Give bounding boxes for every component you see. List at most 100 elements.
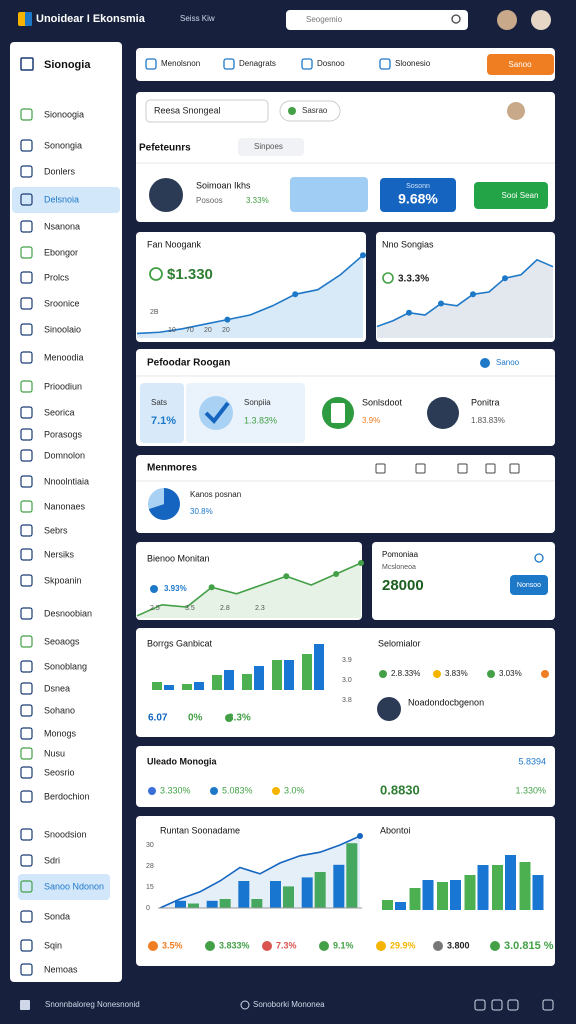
area	[137, 255, 363, 338]
sidebar-item[interactable]: Nsanona	[44, 221, 80, 231]
stat-label: 3.800	[447, 940, 470, 950]
bar	[206, 900, 218, 908]
axis-label: 2.3	[255, 605, 265, 612]
toolbar-icon[interactable]	[457, 463, 468, 474]
legend-dot	[487, 670, 495, 678]
green-button[interactable]	[474, 182, 548, 209]
sidebar-item[interactable]: Sqin	[44, 940, 62, 950]
axis-label: 30	[146, 842, 154, 849]
area	[137, 563, 361, 618]
stat-label: 29.9%	[390, 940, 416, 950]
sidebar-title: Sionogia	[44, 59, 91, 71]
toolbar-icon[interactable]	[375, 463, 386, 474]
footer-icon[interactable]	[474, 999, 486, 1011]
bar	[284, 660, 294, 690]
sidebar-item[interactable]: Nanonaes	[44, 501, 86, 511]
sidebar-item[interactable]: Seorica	[44, 407, 75, 417]
sidebar-item[interactable]: Dsnea	[44, 683, 70, 693]
sidebar-item[interactable]: Menoodia	[44, 352, 84, 362]
line	[159, 835, 361, 909]
sidebar-item[interactable]: Nersiks	[44, 549, 75, 559]
chart-value: $1.330	[167, 266, 213, 283]
sidebar-item[interactable]: Sanoo Ndonon	[44, 881, 104, 891]
sidebar-item[interactable]: Nusu	[44, 748, 65, 758]
sidebar-item[interactable]: Seoaogs	[44, 636, 80, 646]
select[interactable]	[145, 99, 269, 123]
axis-label: 10	[168, 327, 176, 334]
tab[interactable]: Dosnoo	[317, 59, 345, 68]
footer-icon	[20, 1000, 30, 1010]
tab-button-text: Sanoo	[508, 60, 532, 69]
toolbar-icon[interactable]	[415, 463, 426, 474]
sidebar-icon	[20, 108, 33, 121]
sidebar-item[interactable]: Sroonice	[44, 298, 80, 308]
tab[interactable]: Sloonesio	[395, 59, 431, 68]
sidebar-item[interactable]: Sinoolaio	[44, 324, 81, 334]
sidebar-item[interactable]: Skpoanin	[44, 575, 82, 585]
card-title: Selomialor	[378, 638, 421, 648]
sidebar	[10, 42, 122, 982]
card-button[interactable]	[510, 575, 548, 595]
stat-dot	[319, 941, 329, 951]
sidebar-item[interactable]: Snoodsion	[44, 829, 87, 839]
kpi-box	[380, 178, 456, 212]
sidebar-item[interactable]: Desnoobian	[44, 608, 92, 618]
bar-foot: 6.07	[148, 713, 168, 724]
sidebar-item[interactable]: Ebongor	[44, 247, 78, 257]
sidebar-item[interactable]: Sohano	[44, 705, 75, 715]
sidebar-item[interactable]: Nemoas	[44, 964, 78, 974]
card-sub: Mcsloneoa	[382, 564, 416, 571]
sidebar-item[interactable]: Prioodiun	[44, 381, 82, 391]
toolbar-icon[interactable]	[509, 463, 520, 474]
sidebar-item[interactable]: Delsnoia	[44, 194, 79, 204]
bar	[219, 899, 231, 908]
legend-label: 3.03%	[499, 669, 522, 678]
sidebar-item[interactable]: Sonongia	[44, 140, 82, 150]
logo-accent	[25, 12, 32, 26]
sidebar-item[interactable]: Prolcs	[44, 272, 70, 282]
nav-link[interactable]: Seiss Kiw	[180, 14, 215, 23]
bar	[251, 899, 263, 908]
sidebar-icon	[20, 380, 33, 393]
sidebar-icon	[20, 963, 33, 976]
sidebar-item[interactable]: Nnoolntiaia	[44, 476, 89, 486]
footer-icon[interactable]	[507, 999, 519, 1011]
chip-text: Sasrao	[302, 106, 328, 115]
chip[interactable]	[279, 100, 341, 122]
chip-dot	[288, 107, 296, 115]
legend-label: 3.83%	[445, 669, 468, 678]
tab[interactable]: Menolsnon	[161, 59, 200, 68]
sidebar-item[interactable]: Sonoblang	[44, 661, 87, 671]
sidebar-item[interactable]: Porasogs	[44, 429, 83, 439]
sidebar-item[interactable]: Sebrs	[44, 525, 68, 535]
dropdown[interactable]	[238, 138, 304, 156]
sidebar-item[interactable]: Domnolon	[44, 450, 85, 460]
sidebar-item[interactable]: Seosrio	[44, 767, 75, 777]
sidebar-item[interactable]: Sionoogia	[44, 109, 84, 119]
sidebar-item[interactable]: Monogs	[44, 728, 77, 738]
pie-slice	[148, 488, 180, 520]
sidebar-item[interactable]: Donlers	[44, 166, 76, 176]
stat-dot	[148, 941, 158, 951]
person-name: Soimoan Ikhs	[196, 180, 251, 190]
stat-dot	[433, 941, 443, 951]
tab-button[interactable]	[487, 54, 554, 75]
sidebar-item[interactable]: Berdochion	[44, 791, 90, 801]
person-pct: 3.33%	[246, 196, 269, 205]
search-icon	[451, 14, 461, 24]
footer-icon[interactable]	[542, 999, 554, 1011]
sidebar-item[interactable]: Sdri	[44, 855, 60, 865]
sidebar-item[interactable]: Sonda	[44, 911, 70, 921]
link[interactable]: Sanoo	[496, 358, 520, 367]
tab-icon	[145, 58, 157, 70]
card-title: Pomoniaa	[382, 550, 419, 559]
footer-icon[interactable]	[491, 999, 503, 1011]
toolbar-icon[interactable]	[485, 463, 496, 474]
dropdown-text: Sinpoes	[254, 142, 283, 151]
tab[interactable]: Denagrats	[239, 59, 276, 68]
big-value: 0.8830	[380, 782, 420, 797]
tab-icon	[223, 58, 235, 70]
search-box[interactable]	[286, 10, 468, 30]
axis-label: 15	[146, 884, 154, 891]
